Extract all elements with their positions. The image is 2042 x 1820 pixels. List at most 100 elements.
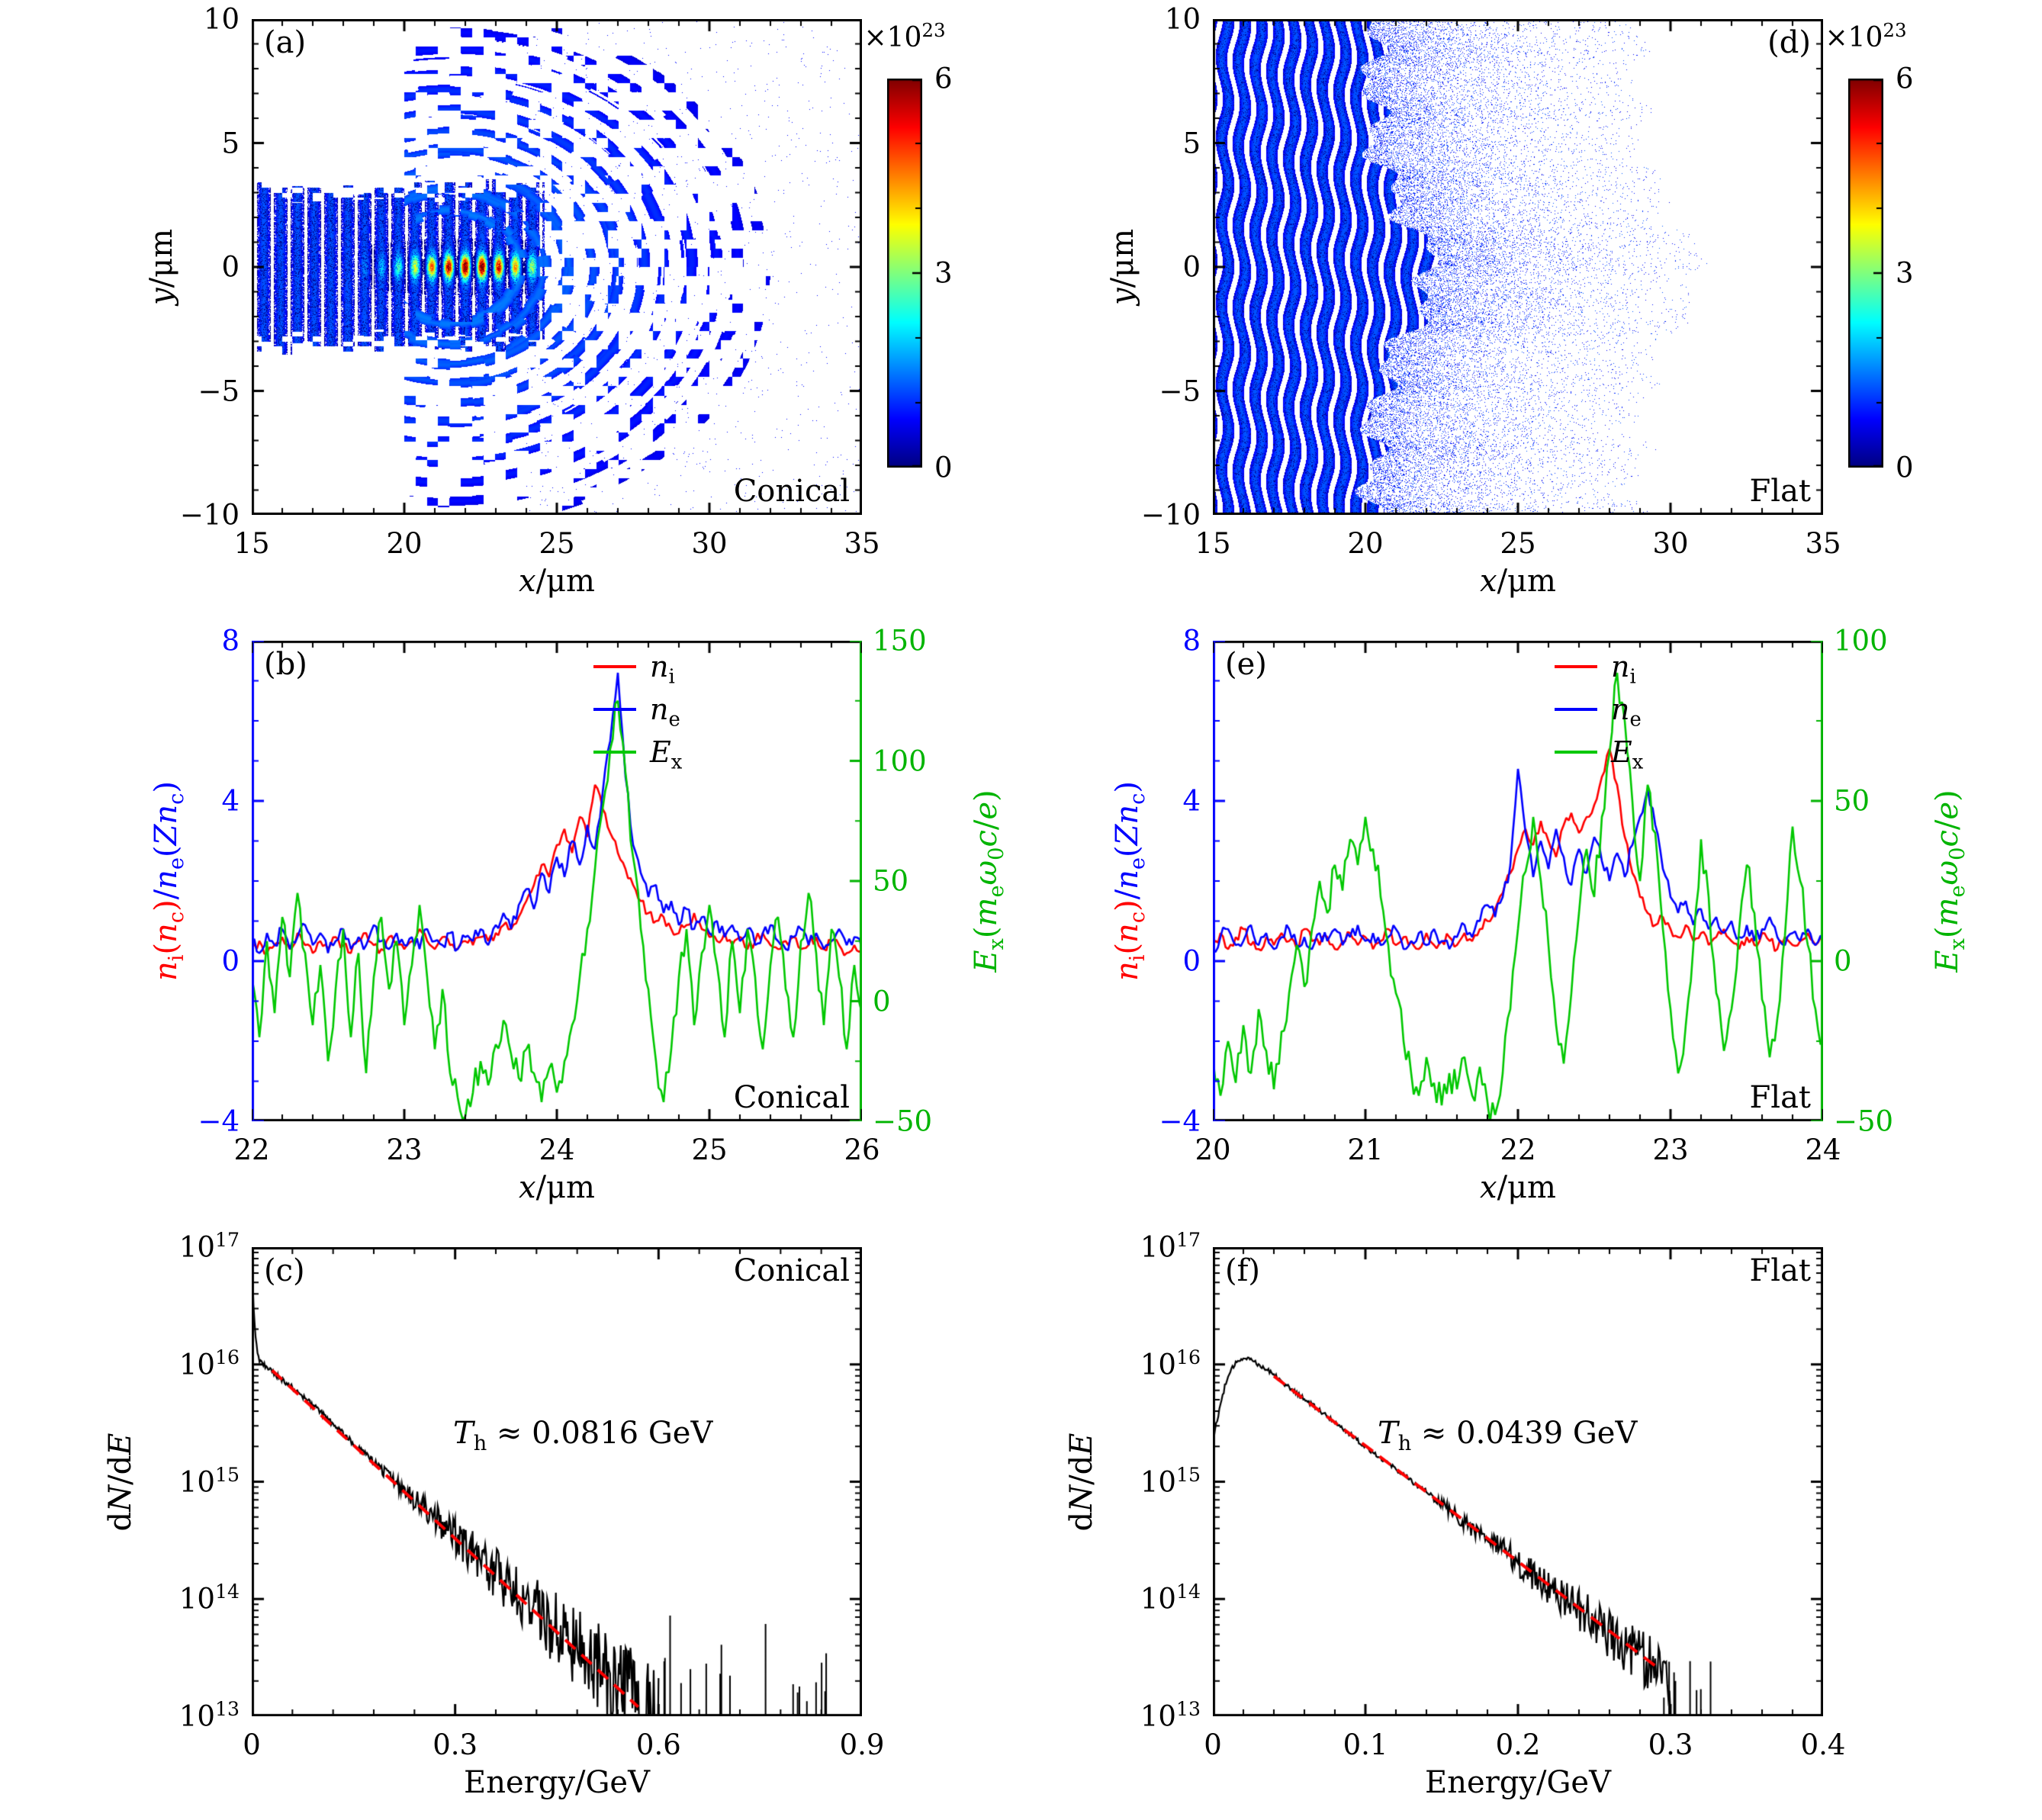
tick-label: 0 [221,250,240,284]
tick-label: 20 [1347,527,1384,560]
legend-item: ni [1555,650,1643,689]
tick-label: 23 [1652,1133,1689,1166]
panel-f-energy-spectrum: (f) Flat Energy/GeV dN/dE Th ≈ 0.0439 Ge… [1064,1230,1845,1800]
tick-label: −50 [1834,1105,1894,1138]
tick-label: 23 [386,1133,423,1166]
y-axis-label-part: /ne(Znc) [149,780,188,900]
tick-label: 0.1 [1343,1728,1388,1761]
panel-tag: (f) [1225,1253,1261,1288]
tick-label: 25 [1500,527,1536,560]
legend-item: Ex [593,735,682,773]
tick-label: 8 [221,624,240,658]
tick-label: 100 [873,744,927,777]
legend-item: ni [593,650,682,689]
tick-label: 10 [203,2,240,36]
x-axis-label: x/μm [1480,564,1556,599]
x-axis-label: Energy/GeV [464,1765,650,1800]
line-plot-canvas [252,641,862,1121]
legend-line [1555,665,1597,668]
fit-temperature-label: Th ≈ 0.0439 GeV [1378,1416,1638,1456]
tick-label: 0.9 [839,1728,885,1761]
corner-annotation: Flat [1749,1080,1811,1115]
tick-label: 1013 [1140,1698,1201,1733]
heatmap-canvas [252,19,862,515]
tick-label: 24 [1805,1133,1841,1166]
tick-label: 1017 [178,1229,240,1264]
legend-label: ne [1611,693,1642,732]
colorbar [887,79,922,468]
tick-label: −5 [1159,375,1201,407]
tick-label: 1017 [1140,1229,1201,1264]
legend-label: ni [1611,650,1636,689]
y-axis-label: dN/dE [1064,1433,1099,1531]
tick-label: 150 [873,624,927,658]
tick-label: 3 [1896,256,1914,290]
x-axis-label: Energy/GeV [1425,1765,1611,1800]
legend-line [1555,708,1597,711]
tick-label: 0.3 [1648,1728,1693,1761]
y-axis-label-part: ni(nc) [1110,899,1150,982]
tick-label: 1014 [1140,1580,1201,1616]
tick-label: 100 [1834,624,1888,658]
spectrum-canvas [1213,1247,1823,1716]
tick-label: 30 [1652,527,1689,560]
tick-label: 50 [1834,784,1870,818]
tick-label: 0 [243,1728,261,1761]
panel-e-density-field-lineout: (e) Flat x/μm ni(nc)/ne(Znc) Ex(meω0c/e)… [1110,625,1970,1206]
x-axis-label: x/μm [519,564,595,599]
tick-label: 25 [539,527,575,560]
tick-label: 10 [1164,2,1201,36]
panel-a-ion-density-map: (a) Conical x/μm y/μm ×1023 15 20 25 30 35 −1… [144,3,953,600]
x-axis-label: x/μm [1480,1170,1556,1205]
legend-line [593,708,636,711]
legend-line [593,751,636,754]
colorbar-scale-label: ×1023 [863,19,946,53]
tick-label: 1014 [178,1580,240,1616]
tick-label: 6 [934,62,953,95]
tick-label: −10 [179,498,240,532]
tick-label: 20 [386,527,423,560]
heatmap-canvas [1213,19,1823,515]
tick-label: 3 [934,256,953,290]
y-axis-label-part: ni(nc) [149,899,188,982]
y-axis-label: dN/dE [103,1433,138,1531]
tick-label: −50 [873,1105,933,1138]
tick-label: 4 [1182,784,1201,818]
tick-label: 0.2 [1495,1728,1541,1761]
panel-d-ion-density-map: (d) Flat x/μm y/μm ×1023 15 20 25 30 35 −10 −5… [1105,3,1914,600]
tick-label: 0 [873,985,891,1018]
y-axis-label-part: /ne(Znc) [1110,780,1150,900]
panel-tag: (b) [264,647,307,682]
tick-label: 0.3 [433,1728,478,1761]
tick-label: 0 [934,451,953,484]
panel-tag: (d) [1767,25,1811,60]
tick-label: 0.4 [1800,1728,1846,1761]
fit-temperature-label: Th ≈ 0.0816 GeV [453,1416,713,1456]
spectrum-canvas [252,1247,862,1716]
tick-label: −4 [1159,1105,1201,1138]
tick-label: 5 [1182,127,1201,159]
tick-label: −5 [198,375,240,407]
tick-label: 30 [691,527,728,560]
tick-label: 6 [1896,62,1914,95]
corner-annotation: Flat [1749,1253,1811,1288]
legend: ni ne Ex [593,650,682,773]
legend-label: ni [650,650,675,689]
corner-annotation: Conical [733,1253,850,1288]
panel-tag: (a) [264,25,307,60]
corner-annotation: Conical [733,474,850,509]
tick-label: 1016 [1140,1346,1201,1381]
tick-label: 20 [1195,1133,1231,1166]
legend-item: Ex [1555,735,1643,773]
tick-label: 1016 [178,1346,240,1381]
line-plot-canvas [1213,641,1823,1121]
panel-tag: (e) [1225,647,1267,682]
y-axis-label-right: Ex(meω0c/e) [1930,789,1970,973]
legend-item: ne [593,693,682,730]
legend-line [593,665,636,668]
y-axis-label-left: ni(nc)/ne(Znc) [149,780,188,982]
x-axis-label: x/μm [519,1170,595,1205]
legend: ni ne Ex [1555,650,1643,773]
tick-label: 4 [221,784,240,818]
tick-label: 15 [1195,527,1231,560]
